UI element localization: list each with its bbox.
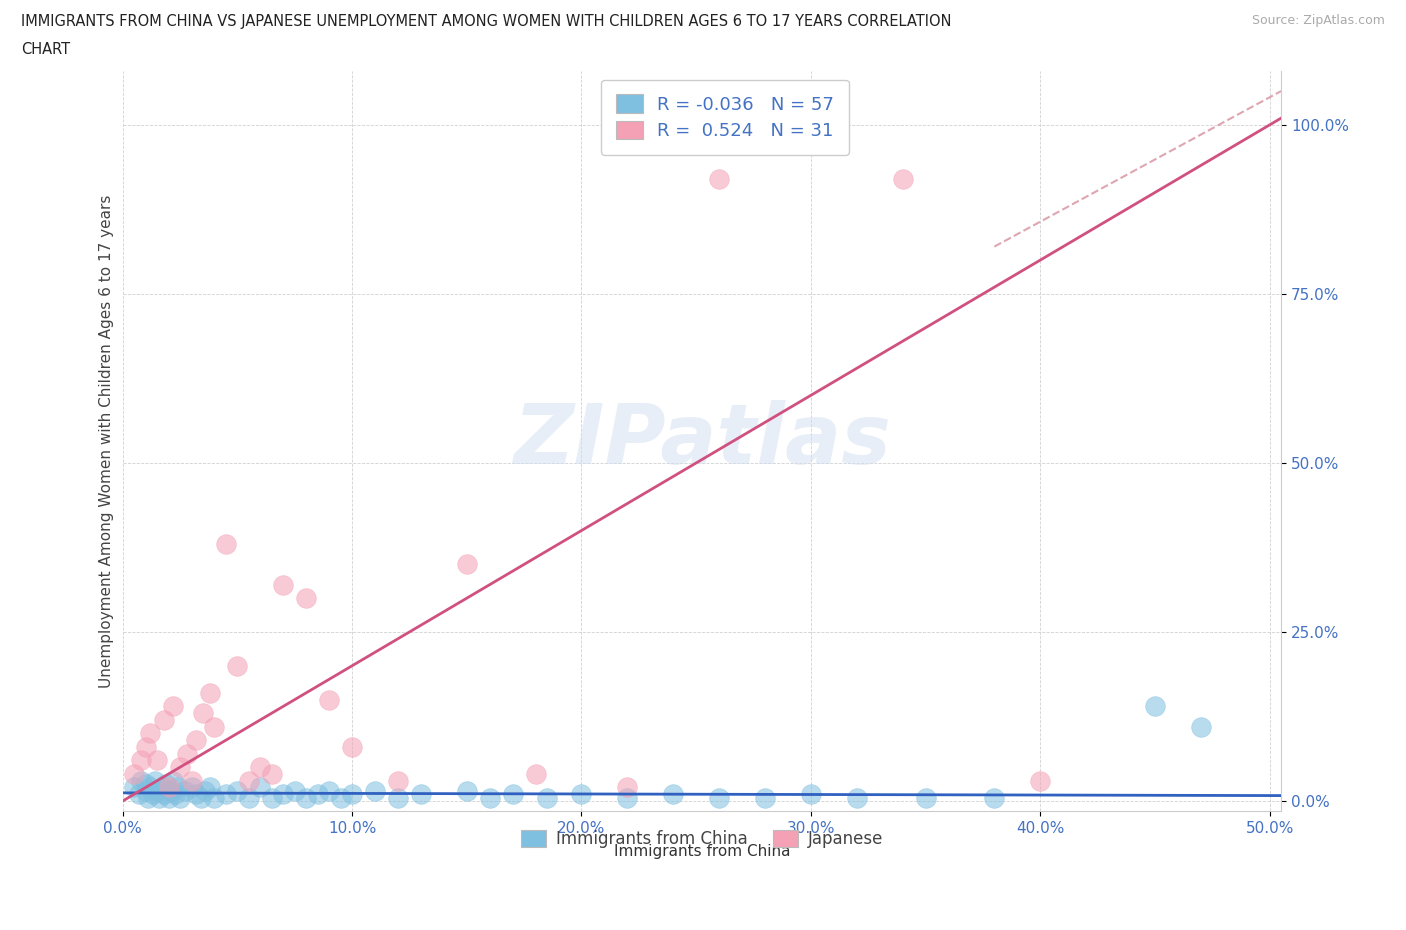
Point: [165, 787, 187, 802]
Point: [143, 773, 166, 788]
Point: [502, 787, 524, 802]
Point: [260, 766, 283, 781]
Point: [157, 780, 180, 795]
Point: [914, 790, 936, 805]
Point: [155, 777, 177, 791]
Point: [169, 790, 191, 805]
Point: [387, 790, 409, 805]
Point: [754, 790, 776, 805]
Point: [153, 712, 176, 727]
Point: [169, 760, 191, 775]
Point: [707, 790, 730, 805]
Point: [148, 790, 170, 805]
Legend: Immigrants from China, Japanese: Immigrants from China, Japanese: [515, 823, 890, 855]
Point: [146, 783, 169, 798]
Point: [1143, 699, 1166, 714]
Point: [616, 780, 638, 795]
Point: [478, 790, 501, 805]
Point: [226, 783, 249, 798]
Point: [176, 746, 198, 761]
Point: [318, 692, 340, 707]
Point: [524, 766, 547, 781]
Point: [307, 787, 329, 802]
Point: [157, 790, 180, 805]
Point: [198, 780, 221, 795]
Point: [136, 790, 159, 805]
Point: [295, 790, 318, 805]
Point: [194, 783, 217, 798]
Point: [387, 773, 409, 788]
Point: [141, 787, 163, 802]
Point: [318, 783, 340, 798]
Text: CHART: CHART: [21, 42, 70, 57]
Point: [162, 699, 184, 714]
Point: [204, 790, 226, 805]
Point: [198, 685, 221, 700]
Point: [122, 766, 145, 781]
Point: [139, 780, 162, 795]
Point: [249, 780, 271, 795]
Point: [153, 787, 176, 802]
Point: [340, 787, 363, 802]
Point: [891, 171, 914, 186]
Point: [456, 783, 478, 798]
Point: [571, 787, 593, 802]
Point: [128, 787, 150, 802]
Point: [271, 787, 294, 802]
Text: IMMIGRANTS FROM CHINA VS JAPANESE UNEMPLOYMENT AMONG WOMEN WITH CHILDREN AGES 6 : IMMIGRANTS FROM CHINA VS JAPANESE UNEMPL…: [21, 14, 952, 29]
Point: [364, 783, 387, 798]
Point: [800, 787, 823, 802]
X-axis label: Immigrants from China: Immigrants from China: [613, 844, 790, 859]
Point: [271, 578, 294, 592]
Y-axis label: Unemployment Among Women with Children Ages 6 to 17 years: Unemployment Among Women with Children A…: [100, 194, 114, 687]
Point: [707, 171, 730, 186]
Point: [146, 753, 169, 768]
Point: [180, 780, 202, 795]
Point: [129, 753, 152, 768]
Point: [166, 780, 188, 795]
Point: [1189, 719, 1212, 734]
Point: [184, 733, 207, 748]
Text: ZIPatlas: ZIPatlas: [513, 401, 891, 482]
Point: [191, 706, 214, 721]
Point: [204, 719, 226, 734]
Point: [215, 787, 238, 802]
Point: [456, 557, 478, 572]
Point: [135, 777, 157, 791]
Point: [190, 790, 212, 805]
Point: [180, 773, 202, 788]
Point: [215, 537, 238, 551]
Point: [173, 783, 195, 798]
Point: [260, 790, 283, 805]
Point: [160, 783, 183, 798]
Point: [983, 790, 1005, 805]
Point: [616, 790, 638, 805]
Point: [139, 726, 162, 741]
Point: [162, 773, 184, 788]
Point: [295, 591, 318, 605]
Point: [845, 790, 868, 805]
Point: [135, 783, 157, 798]
Point: [409, 787, 432, 802]
Point: [249, 760, 271, 775]
Point: [536, 790, 558, 805]
Point: [150, 780, 173, 795]
Point: [135, 739, 157, 754]
Point: [122, 780, 145, 795]
Point: [662, 787, 685, 802]
Point: [1029, 773, 1052, 788]
Point: [329, 790, 352, 805]
Point: [184, 787, 207, 802]
Text: Source: ZipAtlas.com: Source: ZipAtlas.com: [1251, 14, 1385, 27]
Point: [340, 739, 363, 754]
Point: [226, 658, 249, 673]
Point: [284, 783, 307, 798]
Point: [238, 773, 260, 788]
Point: [129, 773, 152, 788]
Point: [238, 790, 260, 805]
